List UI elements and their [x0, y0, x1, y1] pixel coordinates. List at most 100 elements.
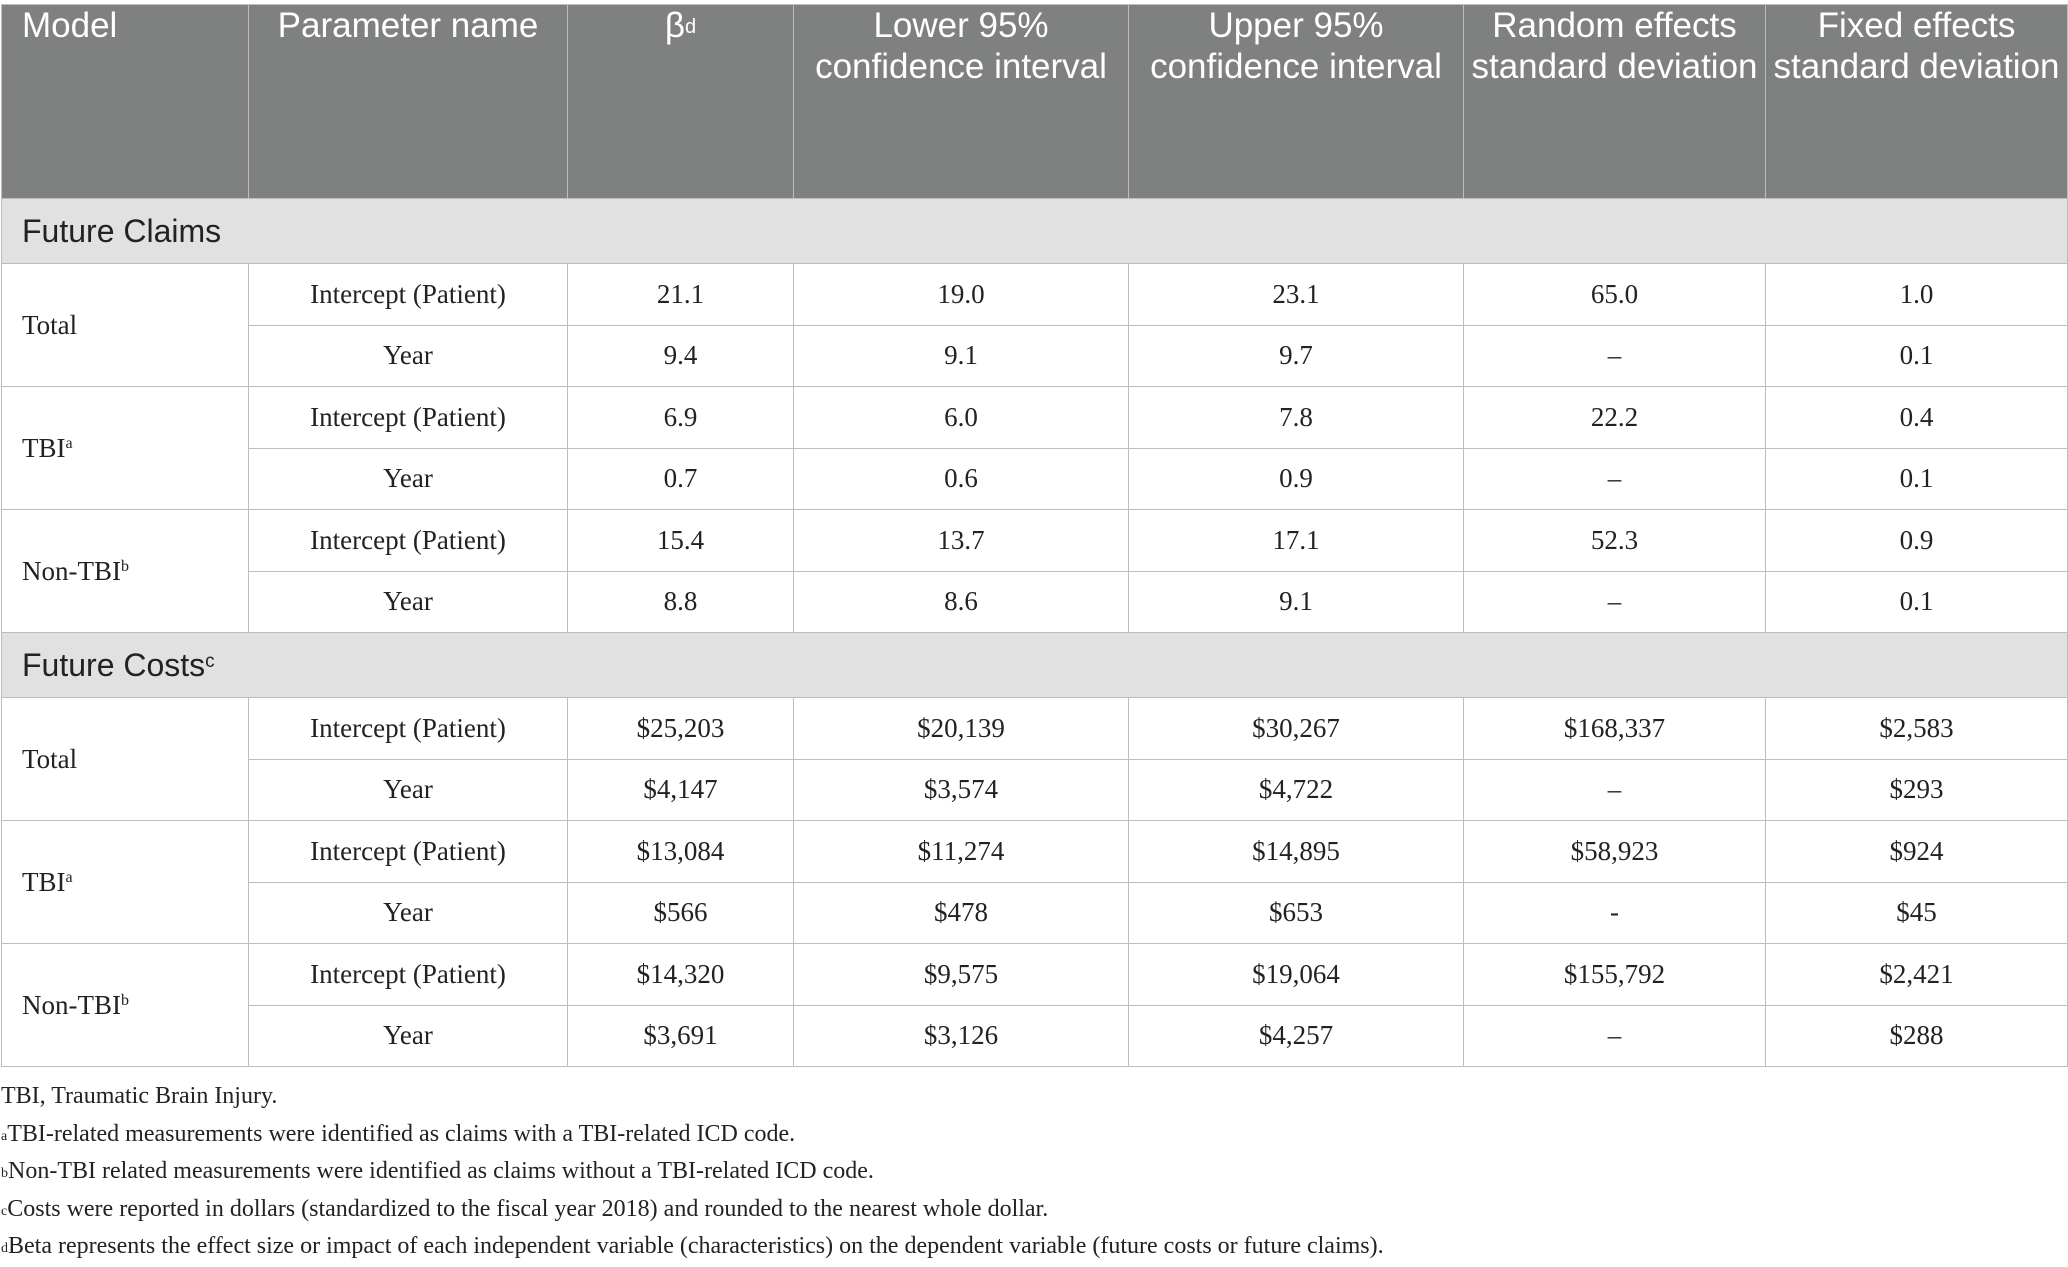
footnote-text: Non-TBI related measurements were identi… [8, 1158, 874, 1184]
model-footnote-mark: a [65, 868, 73, 886]
model-name: TBI [22, 866, 66, 897]
random-sd-cell: 22.2 [1463, 386, 1766, 449]
random-sd-cell: – [1463, 758, 1766, 821]
beta-cell: $25,203 [567, 697, 794, 760]
random-sd-cell: $155,792 [1463, 943, 1766, 1006]
section-title-text: Future Claims [22, 212, 222, 249]
model-name: Non-TBI [22, 555, 121, 586]
footnote-text: TBI, Traumatic Brain Injury. [1, 1083, 278, 1109]
table-row: Year 0.7 0.6 0.9–0.1 [2, 447, 2068, 510]
section-row: Future Costsc [1, 632, 2068, 698]
table-row: Year 8.8 8.6 9.1–0.1 [2, 570, 2068, 633]
section-title: Future Costsc [1, 632, 2068, 698]
model-name: TBI [22, 432, 66, 463]
beta-cell: $3,691 [567, 1004, 794, 1067]
header-beta-footnote-mark: d [685, 16, 697, 38]
footnotes: TBI, Traumatic Brain Injury. aTBI-related… [1, 1078, 2061, 1266]
upper-cell: $14,895 [1128, 820, 1464, 883]
footnote: TBI, Traumatic Brain Injury. [1, 1078, 2061, 1116]
beta-cell: 8.8 [567, 570, 794, 633]
upper-cell: 17.1 [1128, 509, 1464, 572]
results-table: Model Parameter name βd Lower 95% confid… [1, 4, 2068, 1067]
header-fixed-sd: Fixed effects standard deviation [1765, 4, 2068, 199]
lower-cell: $9,575 [793, 943, 1129, 1006]
table-row: Non-TBIb Intercept (Patient) 15.4 13.7 17.1 5… [1, 509, 2068, 633]
random-sd-cell: $168,337 [1463, 697, 1766, 760]
header-beta-symbol: β [664, 6, 685, 45]
fixed-sd-cell: 1.0 [1765, 263, 2068, 326]
model-cell: TBIa [1, 820, 249, 944]
random-sd-cell: 65.0 [1463, 263, 1766, 326]
footnote-mark: a [1, 1128, 8, 1144]
parameter-cell: Intercept (Patient) [248, 820, 568, 883]
upper-cell: 23.1 [1128, 263, 1464, 326]
beta-cell: $14,320 [567, 943, 794, 1006]
model-name: Non-TBI [22, 989, 121, 1020]
upper-cell: $19,064 [1128, 943, 1464, 1006]
lower-cell: $20,139 [793, 697, 1129, 760]
upper-cell: $30,267 [1128, 697, 1464, 760]
parameter-cell: Year [248, 758, 568, 821]
table-row: Year $3,691 $3,126 $4,257– $288 [2, 1004, 2068, 1067]
beta-cell: 9.4 [567, 324, 794, 387]
upper-cell: 9.7 [1128, 324, 1464, 387]
footnote-mark: d [1, 1241, 8, 1256]
beta-cell: 15.4 [567, 509, 794, 572]
lower-cell: $3,126 [793, 1004, 1129, 1067]
upper-cell: $4,722 [1128, 758, 1464, 821]
parameter-cell: Intercept (Patient) [248, 509, 568, 572]
model-cell: Non-TBIb [1, 509, 249, 633]
header-beta: βd [567, 4, 794, 199]
lower-cell: 19.0 [793, 263, 1129, 326]
section-title-text: Future Costs [22, 646, 206, 683]
fixed-sd-cell: $288 [1765, 1004, 2068, 1067]
footnote-mark: b [1, 1166, 8, 1181]
beta-cell: 6.9 [567, 386, 794, 449]
fixed-sd-cell: $2,421 [1765, 943, 2068, 1006]
lower-cell: $3,574 [793, 758, 1129, 821]
fixed-sd-cell: 0.1 [1765, 447, 2068, 510]
fixed-sd-cell: $293 [1765, 758, 2068, 821]
header-row: Model Parameter name βd Lower 95% confid… [1, 4, 2068, 199]
model-name: Total [22, 309, 78, 340]
lower-cell: 9.1 [793, 324, 1129, 387]
lower-cell: 0.6 [793, 447, 1129, 510]
section-footnote-mark: c [205, 650, 215, 672]
beta-cell: $13,084 [567, 820, 794, 883]
model-footnote-mark: a [65, 434, 73, 452]
model-footnote-mark: b [120, 991, 129, 1009]
parameter-cell: Year [248, 570, 568, 633]
beta-cell: $566 [567, 881, 794, 944]
fixed-sd-cell: 0.4 [1765, 386, 2068, 449]
footnote: aTBI-related measurements were identifie… [1, 1116, 2061, 1154]
upper-cell: 0.9 [1128, 447, 1464, 510]
model-footnote-mark: b [120, 557, 129, 575]
parameter-cell: Year [248, 447, 568, 510]
random-sd-cell: $58,923 [1463, 820, 1766, 883]
upper-cell: 9.1 [1128, 570, 1464, 633]
fixed-sd-cell: 0.1 [1765, 570, 2068, 633]
parameter-cell: Intercept (Patient) [248, 697, 568, 760]
upper-cell: $4,257 [1128, 1004, 1464, 1067]
beta-cell: $4,147 [567, 758, 794, 821]
lower-cell: $478 [793, 881, 1129, 944]
parameter-cell: Year [248, 881, 568, 944]
fixed-sd-cell: $2,583 [1765, 697, 2068, 760]
table-row: Total Intercept (Patient) 21.1 19.0 23.1 65.0… [1, 263, 2068, 387]
fixed-sd-cell: 0.9 [1765, 509, 2068, 572]
random-sd-cell: – [1463, 447, 1766, 510]
lower-cell: 13.7 [793, 509, 1129, 572]
random-sd-cell: – [1463, 1004, 1766, 1067]
footnote-text: Beta represents the effect size or impac… [8, 1233, 1384, 1259]
section-row: Future Claims [1, 198, 2068, 264]
header-upper-ci: Upper 95% confidence interval [1128, 4, 1464, 199]
fixed-sd-cell: $45 [1765, 881, 2068, 944]
parameter-cell: Intercept (Patient) [248, 386, 568, 449]
model-name: Total [22, 743, 78, 774]
table-row: TBIa Intercept (Patient) 6.9 6.0 7.8 22.2 0.4 [1, 386, 2068, 510]
random-sd-cell: - [1463, 881, 1766, 944]
table-row: Total Intercept (Patient) $25,203 $20,139 $3… [1, 697, 2068, 821]
header-random-sd: Random effects standard deviation [1463, 4, 1766, 199]
beta-cell: 0.7 [567, 447, 794, 510]
section-title: Future Claims [1, 198, 2068, 264]
